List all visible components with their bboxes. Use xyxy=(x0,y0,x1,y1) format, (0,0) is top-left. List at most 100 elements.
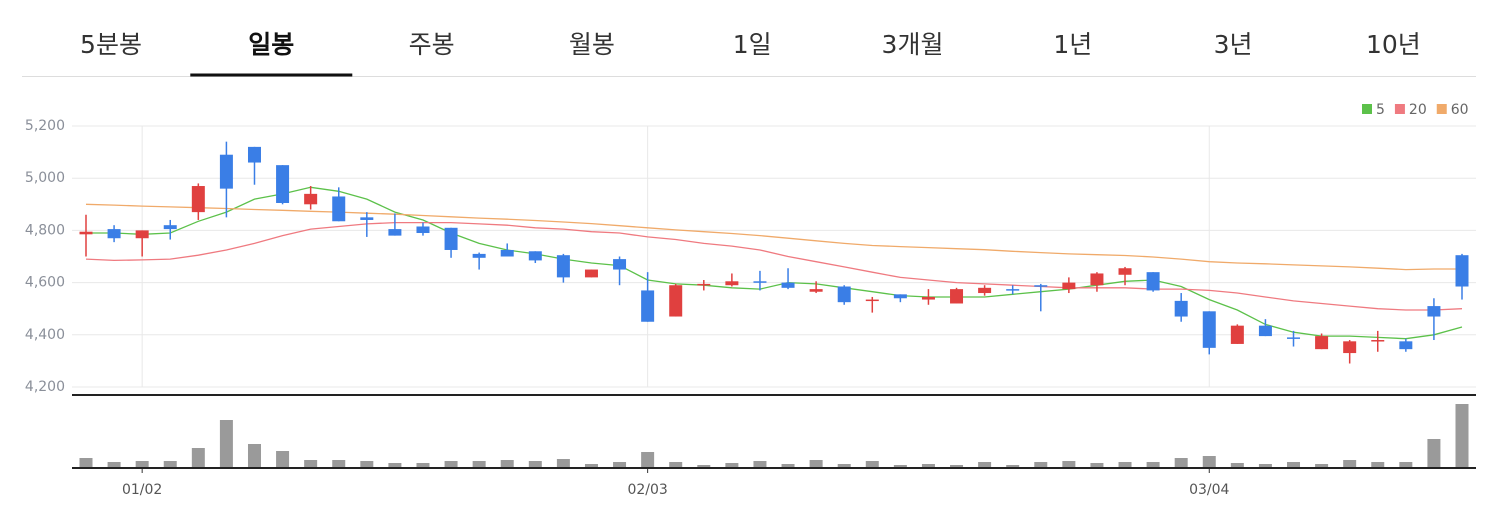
candle-body xyxy=(107,229,121,239)
moving-average-line xyxy=(86,186,1463,340)
candle-body xyxy=(472,253,486,258)
tab[interactable]: 월봉 xyxy=(569,30,615,59)
candle-body xyxy=(219,154,233,189)
candle-body xyxy=(921,296,935,300)
candle-body xyxy=(1062,282,1076,290)
candle-body xyxy=(1258,325,1272,337)
candle-body xyxy=(1343,341,1357,354)
volume-bar xyxy=(528,461,542,468)
x-tick-label: 02/03 xyxy=(627,482,667,498)
candle-body xyxy=(781,282,795,288)
candle-body xyxy=(978,287,992,294)
tab[interactable]: 일봉 xyxy=(248,30,294,59)
tab[interactable]: 3년 xyxy=(1214,30,1253,59)
volume-bar xyxy=(1455,404,1469,468)
tab[interactable]: 5분봉 xyxy=(80,30,142,59)
volume-bar xyxy=(1006,465,1020,468)
volume-bar xyxy=(1399,462,1413,468)
candle-body xyxy=(444,227,458,250)
candle-body xyxy=(1034,285,1048,287)
volume-bar xyxy=(1174,458,1188,468)
y-tick-label: 4,400 xyxy=(25,327,65,343)
tab[interactable]: 1일 xyxy=(733,30,772,59)
candle-body xyxy=(697,283,711,286)
volume-bar xyxy=(135,461,149,468)
y-tick-label: 4,800 xyxy=(25,222,65,238)
moving-average-line xyxy=(85,203,1462,271)
tab[interactable]: 3개월 xyxy=(882,30,944,59)
candle-body xyxy=(1315,336,1329,350)
candle-body xyxy=(1006,289,1020,291)
candle-body xyxy=(1118,268,1132,275)
legend-label: 20 xyxy=(1409,102,1427,118)
volume-bar xyxy=(1202,456,1216,468)
legend-swatch xyxy=(1436,104,1447,114)
volume-bar xyxy=(865,461,879,468)
volume-bar xyxy=(921,464,935,468)
candle-body xyxy=(1230,325,1244,344)
volume-bar xyxy=(388,463,402,468)
candle-body xyxy=(191,186,205,213)
candle-body xyxy=(893,294,907,299)
volume-bar xyxy=(472,461,486,468)
candle-body xyxy=(1287,337,1301,339)
volume-bar xyxy=(1146,462,1160,468)
candle-body xyxy=(388,229,402,236)
volume-bar xyxy=(1230,463,1244,468)
x-tick-label: 03/04 xyxy=(1189,482,1229,498)
tab[interactable]: 주봉 xyxy=(409,30,455,59)
volume-bar xyxy=(1090,463,1104,468)
volume-bar xyxy=(304,460,318,468)
y-tick-label: 4,200 xyxy=(25,379,65,395)
volume-bar xyxy=(753,461,767,468)
volume-bar xyxy=(219,420,233,468)
volume-bar xyxy=(360,461,374,468)
candle-body xyxy=(584,269,598,278)
volume-bar xyxy=(669,462,683,468)
candle-body xyxy=(79,231,93,235)
candle-body xyxy=(753,281,767,283)
tab[interactable]: 10년 xyxy=(1366,30,1421,59)
volume-bar xyxy=(1315,464,1329,468)
candle-body xyxy=(641,290,655,322)
candle-body xyxy=(500,249,514,257)
candle-body xyxy=(725,281,739,286)
candle-body xyxy=(1174,300,1188,317)
legend-label: 60 xyxy=(1451,102,1469,118)
volume-bar xyxy=(725,463,739,468)
candle-body xyxy=(528,251,542,261)
candle-body xyxy=(1399,341,1413,350)
volume-bar xyxy=(276,451,290,468)
candle-body xyxy=(1427,306,1441,317)
candle-body xyxy=(837,286,851,303)
x-tick-label: 01/02 xyxy=(122,482,162,498)
candle-body xyxy=(247,146,261,163)
candle-body xyxy=(1202,311,1216,348)
volume-bar xyxy=(809,460,823,468)
volume-bar xyxy=(893,465,907,468)
volume-bar xyxy=(1258,464,1272,468)
candle-body xyxy=(865,299,879,302)
candle-body xyxy=(135,230,149,239)
volume-bar xyxy=(1118,462,1132,468)
candle-body xyxy=(950,289,964,304)
volume-bar xyxy=(556,459,570,468)
candle-body xyxy=(556,255,570,278)
y-tick-label: 4,600 xyxy=(25,275,65,291)
candle-body xyxy=(669,285,683,317)
volume-bar xyxy=(584,464,598,468)
candle-body xyxy=(304,193,318,205)
candle-body xyxy=(332,196,346,222)
candle-body xyxy=(1371,340,1385,342)
volume-bar xyxy=(697,465,711,468)
candle-body xyxy=(163,225,177,230)
volume-bar xyxy=(500,460,514,468)
tab[interactable]: 1년 xyxy=(1053,30,1092,59)
volume-bar xyxy=(444,461,458,468)
volume-bar xyxy=(781,464,795,468)
volume-bar xyxy=(1062,461,1076,468)
candle-body xyxy=(1090,273,1104,286)
volume-bar xyxy=(247,444,261,468)
legend-label: 5 xyxy=(1376,102,1385,118)
